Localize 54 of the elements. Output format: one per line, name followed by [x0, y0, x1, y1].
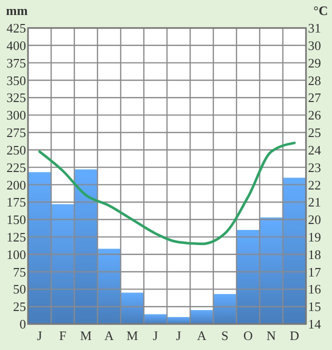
- y2-tick-label: 31: [308, 20, 321, 36]
- y-tick-label: 50: [13, 282, 26, 297]
- y-tick-label: 350: [6, 72, 26, 88]
- y-tick-label: 375: [6, 55, 26, 70]
- y-tick-label: 400: [6, 38, 26, 53]
- y2-tick-label: 27: [308, 90, 322, 106]
- y2-tick-label: 15: [308, 299, 321, 314]
- y-tick-label: 300: [6, 108, 26, 123]
- y2-tick-label: 19: [308, 229, 321, 244]
- y2-tick-label: 22: [308, 177, 321, 192]
- y-tick-label: 200: [6, 177, 26, 192]
- x-tick-label: A: [104, 328, 114, 343]
- y-tick-label: 250: [6, 142, 26, 158]
- y-tick-label: 225: [6, 160, 26, 175]
- x-tick-label: J: [176, 328, 182, 343]
- y2-tick-label: 25: [308, 125, 321, 140]
- y-tick-label: 150: [6, 212, 26, 228]
- y2-tick-label: 24: [308, 142, 322, 158]
- bar: [213, 294, 236, 324]
- y2-tick-label: 20: [308, 212, 321, 228]
- x-tick-label: D: [290, 328, 300, 343]
- y2-tick-label: 26: [308, 108, 322, 123]
- x-tick-label: A: [197, 328, 208, 343]
- y-tick-label: 125: [6, 229, 26, 244]
- y-tick-label: 275: [6, 125, 26, 140]
- line-series: [38, 142, 296, 246]
- y2-tick-label: 16: [308, 282, 322, 297]
- x-tick-label: J: [152, 328, 158, 343]
- x-tick-label: J: [37, 328, 42, 343]
- y2-tick-label: 29: [308, 55, 321, 70]
- x-tick-label: N: [266, 328, 277, 343]
- y2-tick-label: 14: [308, 316, 322, 332]
- y-tick-label: 175: [6, 194, 26, 210]
- y-tick-label: 75: [13, 264, 26, 280]
- y-tick-label: 25: [13, 299, 26, 314]
- y2-tick-label: 17: [308, 264, 322, 280]
- bar: [144, 314, 167, 324]
- y2-tick-label: 28: [308, 72, 321, 88]
- y-tick-label: 425: [6, 20, 26, 36]
- y2-tick-label: 30: [308, 38, 321, 53]
- y2-tick-label: 21: [308, 194, 321, 210]
- bar: [190, 310, 214, 324]
- y-tick-label: 325: [6, 90, 26, 106]
- x-tick-label: S: [221, 328, 229, 343]
- x-tick-label: M: [126, 328, 138, 343]
- y2-tick-label: 23: [308, 160, 321, 175]
- y-tick-label: 0: [20, 316, 26, 332]
- x-tick-label: O: [243, 328, 253, 343]
- x-tick-label: M: [80, 328, 92, 343]
- y2-tick-label: 18: [308, 246, 321, 262]
- y-axis-title: mm: [6, 3, 28, 18]
- x-tick-label: F: [59, 328, 66, 343]
- y2-axis-title: °C: [313, 3, 328, 18]
- y-tick-label: 100: [6, 246, 26, 262]
